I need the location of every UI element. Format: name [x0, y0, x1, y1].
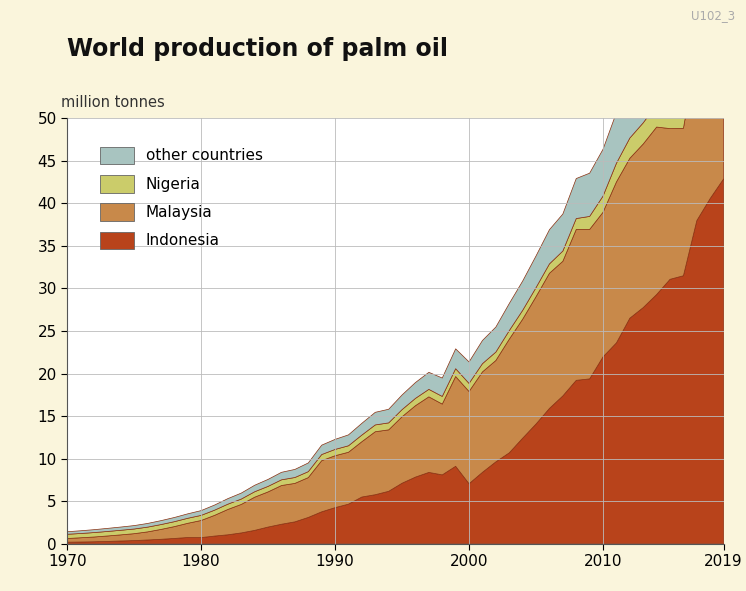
Text: U102_3: U102_3	[691, 9, 735, 22]
Legend: other countries, Nigeria, Malaysia, Indonesia: other countries, Nigeria, Malaysia, Indo…	[88, 134, 275, 261]
Text: World production of palm oil: World production of palm oil	[67, 37, 448, 61]
Text: million tonnes: million tonnes	[60, 95, 164, 110]
